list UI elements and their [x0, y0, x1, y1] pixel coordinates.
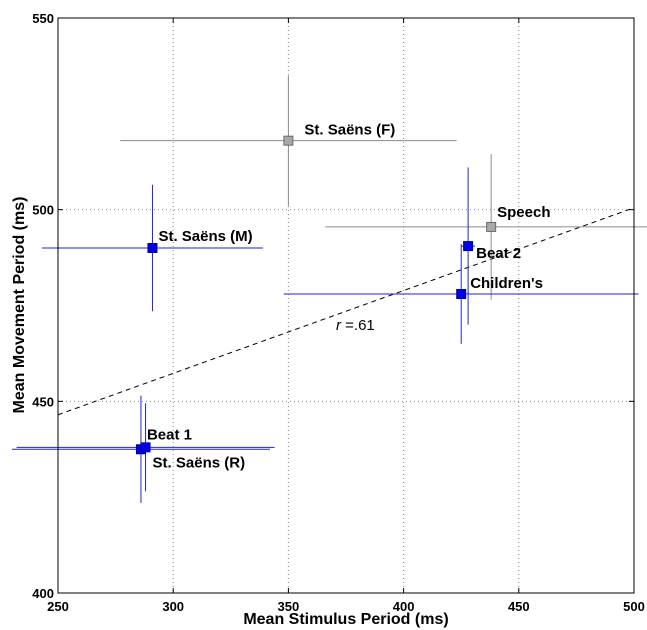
point-label: Speech: [497, 204, 550, 221]
point-label: St. Saëns (M): [158, 228, 252, 245]
x-axis-label: Mean Stimulus Period (ms): [243, 611, 448, 628]
y-tick-label: 450: [32, 394, 54, 409]
data-point: [463, 241, 474, 252]
data-point: [140, 442, 151, 453]
r-value: =.61: [341, 317, 375, 334]
ticks-layer: 250 300 350 400 450 500 400 450 500 550: [32, 11, 645, 614]
point-label: St. Saëns (R): [153, 454, 246, 471]
point-label: Beat 2: [476, 245, 521, 262]
regression-line: [57, 207, 635, 416]
plot-frame: [57, 17, 635, 594]
y-tick-label: 400: [32, 586, 54, 601]
r-annotation: r =.61: [336, 317, 375, 334]
error-bars-layer: [11, 75, 647, 503]
data-point: [456, 289, 467, 299]
y-tick-label: 500: [32, 203, 54, 218]
point-label: St. Saëns (F): [304, 122, 395, 139]
r-symbol: r: [336, 317, 342, 334]
y-tick-label: 550: [32, 11, 54, 26]
x-tick-label: 350: [278, 599, 300, 614]
grid-layer: [58, 18, 634, 593]
points-layer: [135, 135, 497, 455]
point-label: Beat 1: [147, 426, 192, 443]
data-point: [147, 243, 158, 253]
x-tick-label: 400: [393, 599, 415, 614]
x-tick-label: 500: [623, 599, 645, 614]
y-axis-label: Mean Movement Period (ms): [11, 197, 28, 414]
x-tick-label: 300: [162, 599, 184, 614]
point-label: Children's: [470, 275, 543, 292]
data-point: [283, 135, 294, 146]
regression-layer: [57, 207, 635, 416]
x-tick-label: 250: [47, 599, 69, 614]
point-labels-layer: St. Saëns (F) St. Saëns (M) Speech Beat 2 Ch…: [147, 122, 551, 472]
x-tick-label: 450: [508, 599, 530, 614]
data-point: [486, 221, 497, 232]
